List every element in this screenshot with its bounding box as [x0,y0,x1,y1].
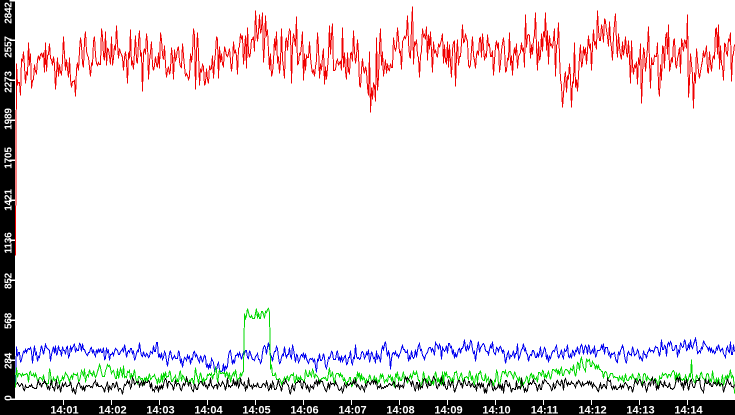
svg-text:2273: 2273 [4,71,15,93]
svg-text:0: 0 [4,395,15,401]
svg-text:14:06: 14:06 [290,405,318,415]
svg-text:14:12: 14:12 [578,405,606,415]
svg-text:852: 852 [4,272,15,289]
svg-text:14:01: 14:01 [50,405,78,415]
svg-text:2842: 2842 [4,2,15,24]
svg-text:14:11: 14:11 [531,405,559,415]
svg-text:568: 568 [4,312,15,329]
svg-text:14:04: 14:04 [194,405,223,415]
svg-text:2557: 2557 [4,36,15,58]
svg-text:14:03: 14:03 [146,405,174,415]
svg-text:1421: 1421 [4,189,15,211]
svg-text:14:10: 14:10 [482,405,510,415]
svg-text:14:07: 14:07 [338,405,366,415]
svg-text:14:02: 14:02 [98,405,126,415]
svg-text:1989: 1989 [4,108,15,130]
svg-text:14:13: 14:13 [626,405,654,415]
svg-text:14:14: 14:14 [674,405,703,415]
svg-text:14:05: 14:05 [242,405,270,415]
svg-text:14:08: 14:08 [386,405,414,415]
svg-text:1136: 1136 [4,232,15,254]
svg-text:14:09: 14:09 [434,405,462,415]
svg-text:284: 284 [4,352,15,369]
svg-text:1705: 1705 [4,147,15,169]
